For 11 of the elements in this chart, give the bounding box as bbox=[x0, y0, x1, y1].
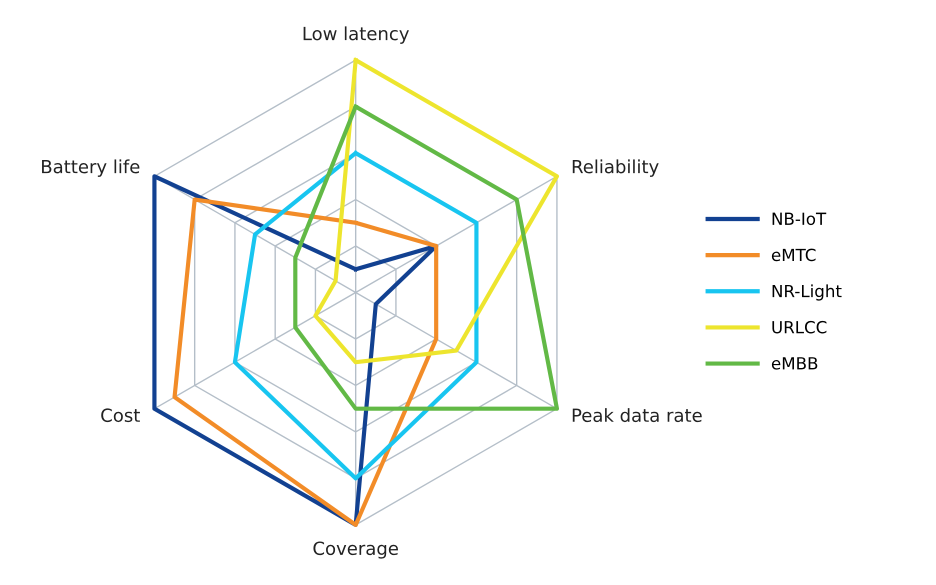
spoke-label: Reliability bbox=[572, 159, 659, 177]
legend-label: URLCC bbox=[772, 320, 826, 334]
spoke-label: Cost bbox=[101, 408, 140, 422]
spoke-label: Coverage bbox=[313, 541, 398, 559]
legend-label: NR-Light bbox=[772, 284, 842, 301]
spoke-label: Battery life bbox=[42, 159, 140, 177]
legend-label: eMBB bbox=[772, 357, 818, 370]
spoke-label: Low latency bbox=[304, 26, 409, 44]
legend-label: NB-IoT bbox=[772, 212, 826, 226]
spoke-label: Peak data rate bbox=[572, 408, 702, 422]
legend-label: eMTC bbox=[772, 248, 816, 262]
